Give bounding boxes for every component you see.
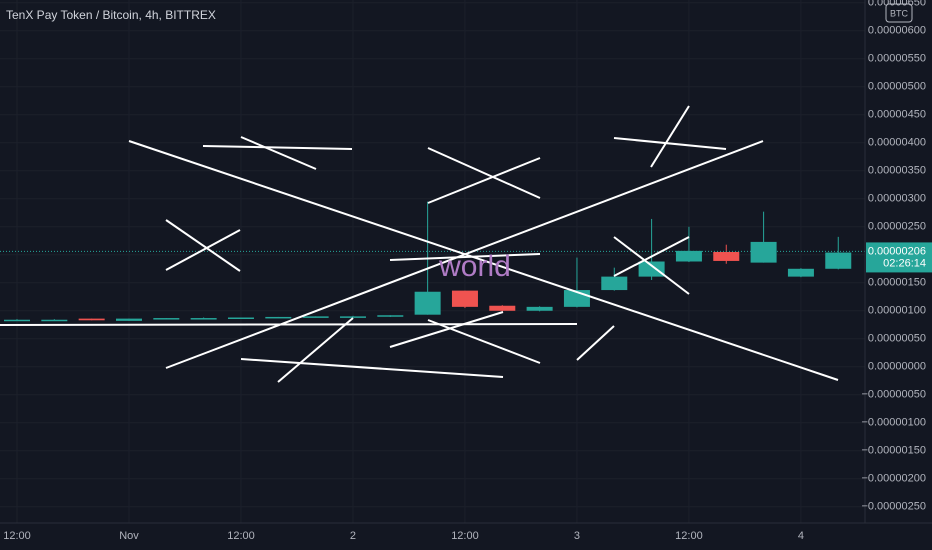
y-tick-label: 0.00000000 — [868, 361, 926, 373]
y-tick-label: −0.00000100 — [861, 417, 926, 429]
trend-line — [613, 236, 690, 295]
y-tick-label: 0.00000450 — [868, 109, 926, 121]
candle-body — [713, 251, 740, 261]
candle-body — [339, 316, 366, 318]
y-tick-label: 0.00000500 — [868, 81, 926, 93]
y-tick-label: 0.00000300 — [868, 193, 926, 205]
trend-line — [165, 140, 764, 369]
currency-badge[interactable] — [885, 3, 913, 23]
y-tick-label: 0.00000650 — [868, 0, 926, 9]
y-tick-label: 0.00000400 — [868, 137, 926, 149]
x-tick-label: 4 — [798, 530, 804, 542]
candle-body — [825, 252, 852, 269]
last-price-label: 0.00000206 — [868, 245, 926, 257]
candle-body — [377, 315, 404, 317]
currency: BTC — [890, 8, 909, 18]
candles — [0, 201, 865, 322]
candle-body — [489, 305, 516, 311]
y-tick-label: 0.00000550 — [868, 53, 926, 65]
y-tick-label: 0.00000250 — [868, 221, 926, 233]
trend-line — [576, 325, 615, 361]
trend-line — [165, 219, 241, 272]
grid — [0, 0, 865, 523]
candle-body — [787, 268, 814, 277]
x-tick-label: 12:00 — [451, 530, 479, 542]
annotation: world — [438, 250, 511, 283]
candle-body — [526, 306, 553, 311]
candle-body — [414, 291, 441, 315]
candle-body — [451, 290, 478, 307]
x-tick-label: 2 — [350, 530, 356, 542]
x-tick-label: 12:00 — [227, 530, 255, 542]
last-price-tag — [866, 242, 932, 273]
drawings — [0, 105, 839, 383]
y-tick-label: 0.00000100 — [868, 305, 926, 317]
candle-body — [675, 250, 702, 262]
trend-line — [202, 145, 353, 150]
candle-body — [41, 319, 68, 322]
candle-body — [153, 318, 180, 320]
trend-line — [389, 311, 504, 348]
chart-title: TenX Pay Token / Bitcoin, 4h, BITTREX — [6, 8, 216, 22]
trend-line — [389, 253, 541, 261]
y-tick-label: −0.00000150 — [861, 445, 926, 457]
candle-body — [227, 317, 254, 319]
trend-line — [613, 236, 690, 277]
y-tick-label: −0.00000200 — [861, 473, 926, 485]
x-tick-label: 12:00 — [675, 530, 703, 542]
candle-body — [638, 261, 665, 277]
axes: 0.00000650 0.00000600 0.00000550 0.00000500… — [3, 0, 932, 542]
countdown: 02:26:14 — [883, 257, 926, 269]
trend-line — [427, 147, 541, 199]
y-tick-label: 0.00000600 — [868, 25, 926, 37]
y-tick-label: 0.00000350 — [868, 165, 926, 177]
trend-line — [427, 319, 541, 364]
trend-line — [240, 358, 504, 378]
candle-body — [750, 241, 777, 263]
trend-line — [277, 317, 354, 383]
candle-body — [265, 316, 292, 319]
candle-body — [302, 316, 329, 318]
candle-body — [4, 319, 30, 322]
trend-line — [240, 136, 317, 170]
x-tick-label: 12:00 — [3, 530, 31, 542]
trend-line — [427, 157, 541, 204]
y-tick-label: 0.00000150 — [868, 277, 926, 289]
y-tick-label: −0.00000050 — [861, 389, 926, 401]
candle-body — [601, 276, 628, 291]
candle-body — [115, 318, 142, 321]
trend-line — [128, 140, 839, 381]
y-tick-label: −0.00000250 — [861, 501, 926, 513]
y-tick-label: 0.00000050 — [868, 333, 926, 345]
candle-body — [190, 318, 217, 320]
trend-line — [650, 105, 690, 168]
candle-body — [78, 318, 105, 321]
trend-line — [165, 229, 241, 271]
trend-line — [0, 323, 578, 326]
trend-line — [613, 137, 727, 150]
x-tick-label: Nov — [119, 530, 139, 542]
x-tick-label: 3 — [574, 530, 580, 542]
